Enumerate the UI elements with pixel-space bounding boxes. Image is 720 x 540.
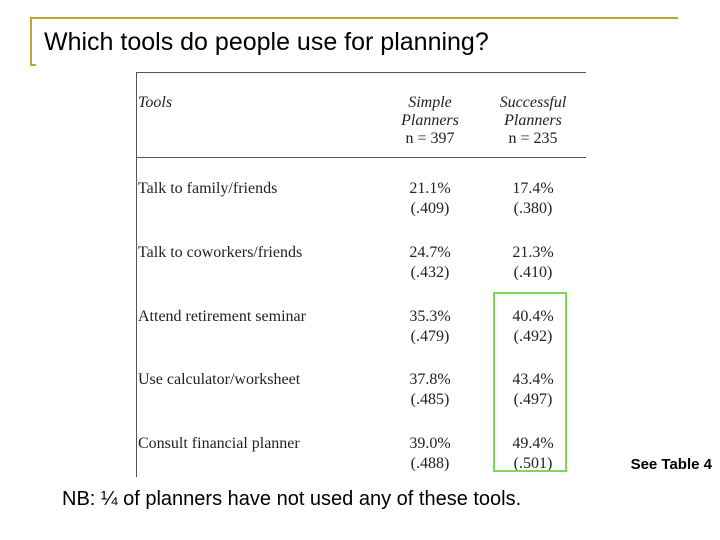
header-successful-planners: Successful Planners n = 235 xyxy=(483,94,583,148)
row-label: Talk to family/friends xyxy=(138,180,278,197)
row-label: Attend retirement seminar xyxy=(138,308,306,325)
header-simple-line2: Planners xyxy=(401,112,459,129)
successful-cell: 40.4% (.492) xyxy=(483,307,583,347)
successful-cell: 43.4% (.497) xyxy=(483,370,583,410)
successful-se: (.410) xyxy=(513,264,553,281)
table-top-rule xyxy=(136,72,586,73)
successful-cell: 17.4% (.380) xyxy=(483,179,583,219)
successful-value: 43.4% xyxy=(512,371,554,388)
table-row: Talk to coworkers/friends 24.7% (.432) 21… xyxy=(136,243,586,293)
table-header-rule xyxy=(136,157,586,158)
simple-value: 39.0% xyxy=(409,435,451,452)
simple-value: 37.8% xyxy=(409,371,451,388)
successful-se: (.497) xyxy=(513,391,553,408)
see-table-reference: See Table 4 xyxy=(630,456,712,473)
successful-cell: 49.4% (.501) xyxy=(483,434,583,474)
highlight-box xyxy=(493,292,567,472)
simple-se: (.432) xyxy=(410,264,450,281)
simple-value: 21.1% xyxy=(409,180,451,197)
table-row: Attend retirement seminar 35.3% (.479) 40… xyxy=(136,307,586,357)
frame-left-line xyxy=(30,17,32,65)
table-left-rule xyxy=(136,72,137,477)
simple-se: (.479) xyxy=(410,328,450,345)
simple-cell: 21.1% (.409) xyxy=(380,179,480,219)
simple-cell: 24.7% (.432) xyxy=(380,243,480,283)
successful-value: 21.3% xyxy=(512,244,554,261)
slide-title: Which tools do people use for planning? xyxy=(44,28,489,56)
table-row: Use calculator/worksheet 37.8% (.485) 43.… xyxy=(136,370,586,420)
successful-se: (.501) xyxy=(513,455,553,472)
successful-value: 49.4% xyxy=(512,435,554,452)
frame-tick xyxy=(30,64,36,66)
header-successful-line1: Successful xyxy=(499,94,567,111)
row-label: Talk to coworkers/friends xyxy=(138,244,303,261)
header-simple-planners: Simple Planners n = 397 xyxy=(380,94,480,148)
successful-se: (.380) xyxy=(513,200,553,217)
simple-cell: 35.3% (.479) xyxy=(380,307,480,347)
header-successful-n: n = 235 xyxy=(508,130,558,147)
successful-cell: 21.3% (.410) xyxy=(483,243,583,283)
table-row: Consult financial planner 39.0% (.488) 49… xyxy=(136,434,586,484)
simple-se: (.485) xyxy=(410,391,450,408)
row-label: Consult financial planner xyxy=(138,435,300,452)
simple-se: (.409) xyxy=(410,200,450,217)
frame-top-line xyxy=(30,17,678,19)
simple-cell: 39.0% (.488) xyxy=(380,434,480,474)
simple-se: (.488) xyxy=(410,455,450,472)
planning-tools-table: Tools Simple Planners n = 397 Successful… xyxy=(136,72,586,477)
header-tools: Tools xyxy=(138,94,173,111)
successful-se: (.492) xyxy=(513,328,553,345)
table-row: Talk to family/friends 21.1% (.409) 17.4%… xyxy=(136,179,586,229)
header-simple-line1: Simple xyxy=(408,94,452,111)
row-label: Use calculator/worksheet xyxy=(138,371,301,388)
successful-value: 40.4% xyxy=(512,308,554,325)
simple-cell: 37.8% (.485) xyxy=(380,370,480,410)
simple-value: 24.7% xyxy=(409,244,451,261)
footnote: NB: ¼ of planners have not used any of t… xyxy=(62,488,522,510)
header-successful-line2: Planners xyxy=(504,112,562,129)
simple-value: 35.3% xyxy=(409,308,451,325)
successful-value: 17.4% xyxy=(512,180,554,197)
header-simple-n: n = 397 xyxy=(405,130,455,147)
